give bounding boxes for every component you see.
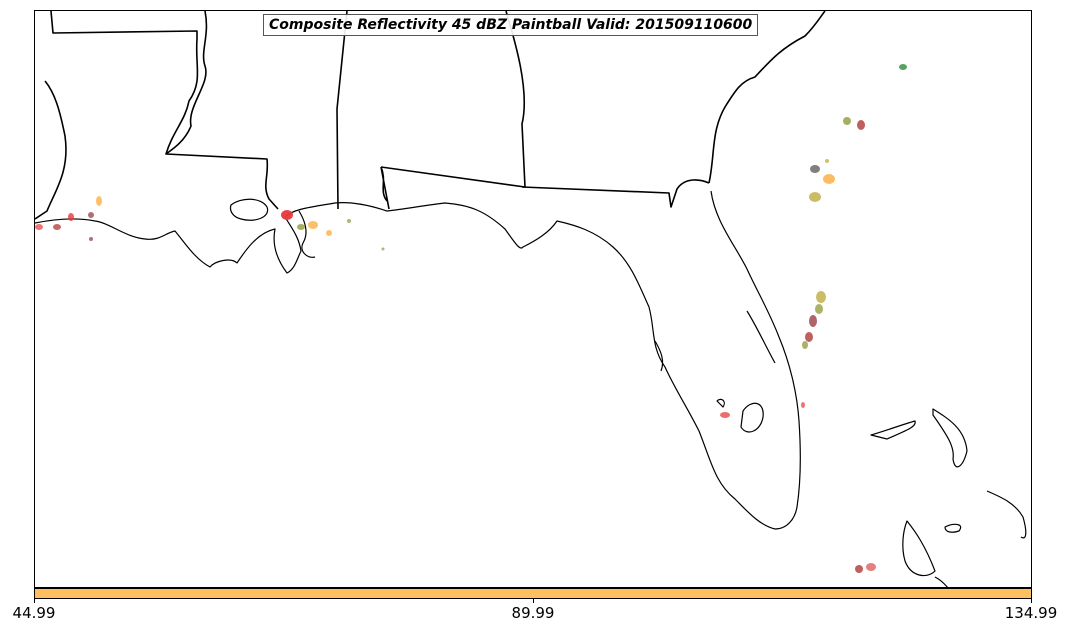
echo-blob [816,291,826,303]
florida-panhandle-border [380,166,390,210]
map-panel [34,10,1032,588]
echo-blob [308,221,318,229]
lake-pontchartrain [229,198,269,221]
echo-blob [68,213,74,221]
louisiana-mississippi-border [50,11,198,39]
eleuthera [986,490,1027,539]
cape-canaveral [746,310,776,364]
echo-blob [825,159,829,163]
tampa-bay [654,340,664,372]
base-map [35,11,1027,587]
echo-blob [805,332,813,342]
barrier-island [716,398,725,408]
echo-blob [326,230,332,236]
echo-blob [802,341,808,349]
echo-blob [720,412,730,418]
colorbar-label-max: 134.99 [1004,604,1058,622]
echo-blob [866,563,876,571]
georgia-florida-border [521,179,710,208]
colorbar-tick-mid [533,599,534,603]
andros [902,520,936,577]
colorbar-tick-max [1031,599,1032,603]
colorbar-tick-min [34,599,35,603]
echo-blob [855,565,863,573]
lake-okeechobee [740,402,764,433]
echo-blob [815,304,823,314]
louisiana-east [35,80,67,220]
mississippi-border-west [165,38,279,210]
grand-bahama [870,420,916,440]
paintball-echoes [35,64,907,573]
map-title: Composite Reflectivity 45 dBZ Paintball … [263,14,759,36]
colorbar-label-min: 44.99 [12,604,56,622]
new-providence [944,523,962,533]
echo-blob [35,224,43,230]
echo-blob [88,212,94,218]
abaco [932,408,968,468]
echo-blob [801,402,805,408]
gulf-coastline [35,190,801,530]
echo-blob [809,192,821,202]
georgia-east-coast [708,11,826,184]
echo-blob [347,219,351,223]
mobile-bay [298,210,316,258]
alabama-mississippi-border [336,11,348,210]
echo-blob [809,315,817,327]
echo-blob [96,196,102,206]
echo-blob [381,247,385,251]
echo-blob [297,224,305,230]
echo-blob [899,64,907,70]
mississippi-river [165,11,208,155]
echo-blob [89,237,93,241]
echo-blob [53,224,61,230]
colorbar [34,588,1032,599]
echo-blob [857,120,865,130]
exuma [934,576,949,587]
echo-blob [843,117,851,125]
echo-blob [823,174,835,184]
echo-blob [281,210,293,220]
colorbar-label-mid: 89.99 [511,604,555,622]
echo-blob [810,165,820,173]
alabama-georgia-border [380,11,526,188]
